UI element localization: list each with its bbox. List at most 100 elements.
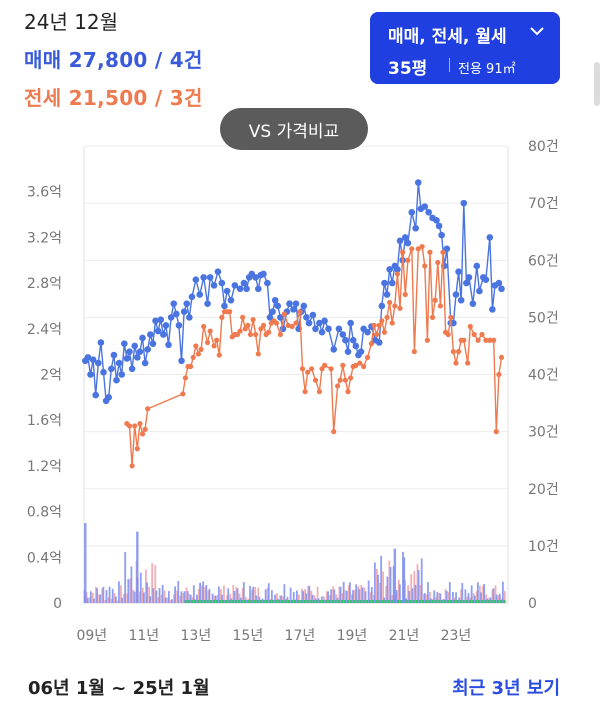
sale-volume-bar [402,557,406,603]
jeonse-price-point [198,346,204,352]
sale-price-point [183,300,191,307]
sale-volume-bar [249,585,251,603]
monthly-rent-volume-bar [365,600,369,603]
jeonse-volume-bar [429,591,431,603]
monthly-rent-volume-bar [371,600,375,603]
jeonse-price-point [402,291,408,298]
jeonse-volume-bar [138,591,141,603]
jeonse-volume-bar [416,563,419,603]
jeonse-volume-bar [182,593,185,603]
sale-volume-bar [324,599,326,603]
sale-volume-bar [495,594,498,603]
jeonse-price-point [137,421,143,427]
jeonse-price-point [435,259,441,266]
sale-price-point [277,314,284,321]
sale-price-point [180,308,188,315]
monthly-rent-volume-bar [428,600,431,603]
price-chart[interactable]: 0 0.4억 0.8억 1.2억 1.6억 2억 2.4억 2.8억 3.2억 3.6억 0 10건 2… [0,130,600,650]
jeonse-volume-bar [491,589,494,603]
sale-volume-bar [171,599,173,603]
monthly-rent-volume-bar [465,600,469,603]
sale-volume-bar [199,582,201,603]
sale-volume-bar [121,597,123,603]
scrollbar[interactable] [594,62,600,106]
y-left-tick-label: 2.4억 [27,322,62,338]
jeonse-price-point [207,328,213,334]
sale-volume-bar [364,591,367,603]
compare-price-button[interactable]: VS 가격비교 [220,108,368,150]
monthly-rent-volume-bar [456,600,459,603]
sale-volume-bar [302,591,305,603]
sale-price-point [100,368,107,376]
monthly-rent-volume-bar [243,600,247,603]
jeonse-volume-bar [363,587,366,603]
sale-price-point [136,348,144,355]
jeonse-volume-bar [251,589,253,603]
jeonse-volume-bar [372,594,375,603]
jeonse-price-point [227,309,233,315]
jeonse-volume-bar [169,599,172,603]
sale-price-point [321,317,328,325]
sale-price-point [157,316,165,323]
jeonse-price-point [381,329,388,335]
monthly-rent-volume-bar [490,600,493,603]
sale-price-point [115,359,123,367]
sale-volume-bar [417,570,420,603]
monthly-rent-volume-bar [250,600,253,603]
sale-volume-bar [164,597,167,603]
jeonse-volume-bar [226,595,228,603]
sale-price-point [335,325,343,333]
jeonse-volume-bar [385,586,388,603]
jeonse-volume-bar [244,596,247,603]
jeonse-volume-bar [110,598,113,603]
jeonse-volume-bar [145,569,147,603]
y-right-tick-label: 50건 [528,310,559,326]
jeonse-volume-bar [157,597,160,603]
sale-price-point [455,268,462,275]
sale-volume-bar [420,558,423,603]
sale-volume-bar [258,596,261,603]
jeonse-price-point [498,354,505,360]
sale-price-point [495,279,503,287]
y-left-tick-label: 3.6억 [27,185,62,201]
jeonse-volume-bar [310,590,313,603]
sale-price-point [162,322,170,329]
monthly-rent-volume-bar [293,600,297,603]
sale-price-point [476,287,483,295]
jeonse-price-point [455,349,462,355]
jeonse-price-point [475,337,481,343]
jeonse-price-point [353,362,359,368]
jeonse-volume-bar [485,594,488,603]
jeonse-price-point [195,351,202,357]
sale-price-point [139,334,146,342]
sale-volume-bar [283,584,286,603]
jeonse-volume-bar [160,594,163,603]
monthly-rent-volume-bar [347,600,350,603]
sale-volume-bar [383,597,386,603]
sale-price-point [200,274,207,281]
monthly-rent-volume-bar [318,600,322,603]
sale-volume-bar [196,594,198,603]
jeonse-price-point [216,352,222,358]
sale-volume-bar [336,597,339,603]
jeonse-price-point [432,297,438,303]
sale-price-point [489,306,496,313]
jeonse-volume-bar [282,596,285,603]
sale-volume-bar [108,586,111,603]
trade-type-filter-button[interactable]: 매매, 전세, 월세 35평 전용 91㎡ [370,12,560,84]
jeonse-volume-bar [88,597,91,603]
sale-volume-bar [105,590,108,603]
jeonse-volume-bar [107,597,110,603]
sale-price-point [175,322,183,329]
recent-3-years-link[interactable]: 최근 3년 보기 [452,678,560,699]
jeonse-volume-bar [235,586,238,603]
jeonse-price-point [409,246,415,252]
jeonse-volume-bar [104,600,107,603]
monthly-rent-volume-bar [325,600,328,603]
monthly-rent-volume-bar [478,600,481,603]
sale-price-point [452,291,460,298]
sale-price-point [87,371,94,378]
monthly-rent-volume-bar [481,600,484,603]
jeonse-price-point [182,375,189,381]
jeonse-volume-bar [344,590,347,603]
